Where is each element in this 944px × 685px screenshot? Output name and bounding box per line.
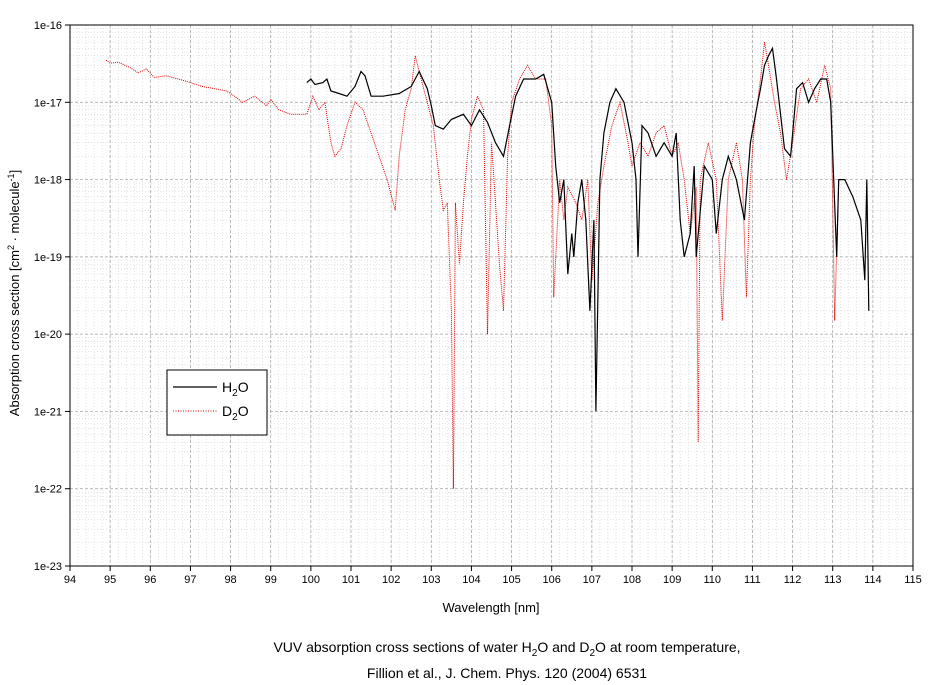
x-tick-label: 112	[784, 574, 802, 586]
x-tick-label: 114	[864, 574, 882, 586]
y-tick-label: 1e-17	[34, 97, 62, 109]
y-tick-label: 1e-18	[34, 175, 62, 187]
y-tick-label: 1e-16	[34, 20, 62, 32]
x-tick-label: 107	[583, 574, 601, 586]
caption-line-2: Fillion et al., J. Chem. Phys. 120 (2004…	[367, 665, 647, 681]
legend-label-d2o: D2O	[222, 403, 249, 423]
x-tick-label: 98	[224, 574, 236, 586]
y-axis-title-end: ]	[7, 170, 22, 174]
y-axis-ticks: 1e-23 1e-22 1e-21 1e-20 1e-19 1e-18 1e-17 1e-16	[34, 20, 70, 573]
y-axis-title-mid: · molecule	[7, 181, 22, 245]
x-tick-label: 108	[623, 574, 641, 586]
x-tick-label: 111	[744, 574, 761, 586]
x-tick-label: 103	[422, 574, 440, 586]
legend-box	[166, 369, 268, 436]
plot-frame	[69, 24, 914, 567]
x-tick-label: 102	[382, 574, 400, 586]
x-axis-ticks: 94 95 96 97 98 99 100 101 102 103 104 105 106 107 108 1…	[64, 566, 922, 586]
x-tick-label: 113	[824, 574, 842, 586]
minor-grid	[69, 25, 914, 566]
y-tick-label: 1e-21	[34, 406, 62, 418]
y-tick-label: 1e-19	[34, 252, 62, 264]
y-axis-title-sup1: 2	[6, 245, 16, 250]
series-line-h2o	[306, 46, 870, 412]
x-tick-label: 95	[104, 574, 116, 586]
series-line-d2o	[105, 42, 840, 489]
y-axis-title: Absorption cross section [cm2 · molecule…	[6, 170, 22, 416]
x-tick-label: 101	[342, 574, 360, 586]
x-tick-label: 100	[302, 574, 320, 586]
x-tick-label: 96	[144, 574, 156, 586]
x-tick-label: 105	[502, 574, 520, 586]
x-tick-label: 106	[543, 574, 561, 586]
legend: H2O D2O	[166, 369, 268, 436]
x-tick-label: 99	[265, 574, 277, 586]
y-axis-title-sup2: -1	[6, 173, 16, 181]
x-tick-label: 110	[704, 574, 722, 586]
x-tick-label: 97	[184, 574, 196, 586]
x-tick-label: 104	[462, 574, 480, 586]
y-tick-label: 1e-23	[34, 561, 62, 573]
major-grid	[69, 24, 914, 567]
caption-line-1: VUV absorption cross sections of water H…	[273, 639, 740, 659]
y-tick-label: 1e-22	[34, 484, 62, 496]
legend-label-h2o: H2O	[222, 379, 249, 399]
plot-area	[105, 42, 870, 489]
x-tick-label: 115	[904, 574, 922, 586]
y-axis-title-main: Absorption cross section [cm	[7, 250, 22, 416]
x-axis-title: Wavelength [nm]	[442, 600, 539, 615]
x-tick-label: 94	[64, 574, 76, 586]
y-tick-label: 1e-20	[34, 329, 62, 341]
x-tick-label: 109	[663, 574, 681, 586]
